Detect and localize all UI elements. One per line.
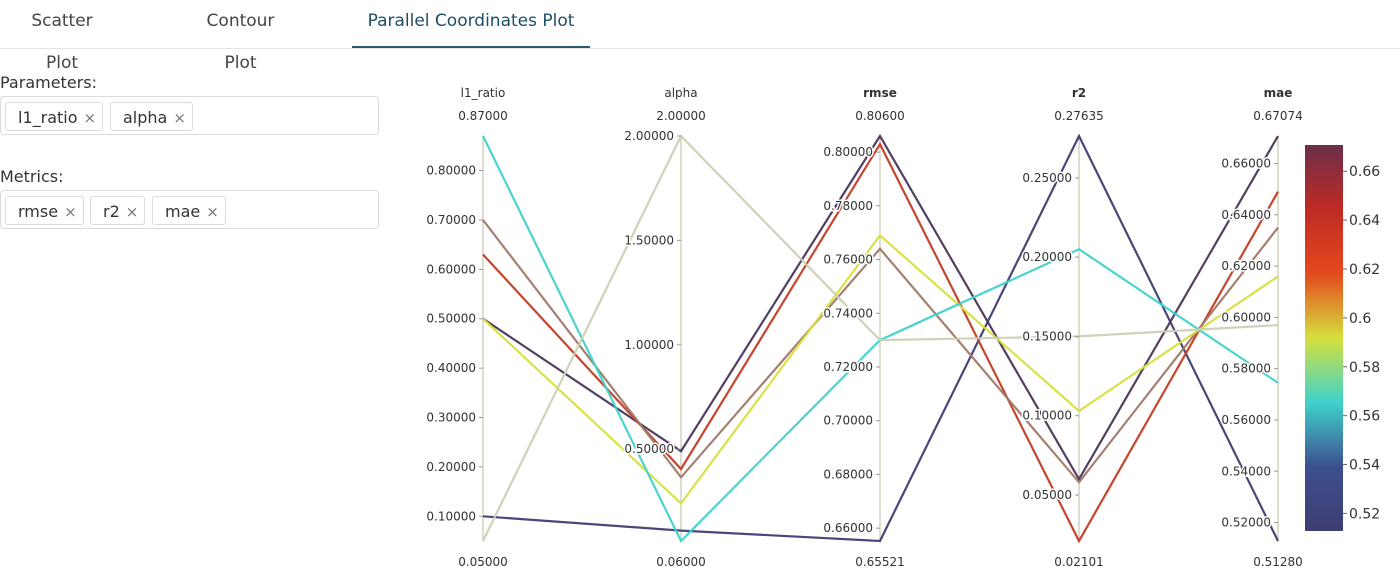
tick-label: 0.70000 (823, 414, 873, 428)
axis-max-label: 0.80600 (855, 109, 905, 123)
tick-label: 0.05000 (1022, 488, 1072, 502)
chip-r2: r2 × (90, 196, 146, 225)
tick-label: 0.66000 (1221, 157, 1271, 171)
parameters-label: Parameters: (0, 73, 97, 92)
tick-label: 0.30000 (426, 411, 476, 425)
tick-label: 0.54000 (1221, 464, 1271, 478)
axis-min-label: 0.65521 (855, 555, 905, 569)
chip-label: alpha (123, 108, 168, 127)
tick-label: 0.60000 (1221, 310, 1271, 324)
tick-label: 0.20000 (426, 460, 476, 474)
axis-min-label: 0.05000 (458, 555, 508, 569)
tick-label: 0.66000 (823, 521, 873, 535)
axis-max-label: 0.67074 (1253, 109, 1303, 123)
chip-label: r2 (103, 202, 120, 221)
remove-alpha-icon[interactable]: × (173, 109, 186, 127)
colorbar-tick-label: 0.52 (1349, 506, 1380, 522)
axis-min-label: 0.02101 (1054, 555, 1104, 569)
remove-rmse-icon[interactable]: × (64, 203, 77, 221)
tick-label: 1.00000 (624, 338, 674, 352)
chip-label: l1_ratio (18, 108, 78, 127)
tick-label: 0.76000 (823, 253, 873, 267)
tick-label: 0.56000 (1221, 413, 1271, 427)
remove-l1-ratio-icon[interactable]: × (83, 109, 97, 127)
axis-max-label: 0.87000 (458, 109, 508, 123)
chip-mae: mae × (152, 196, 226, 225)
chip-rmse: rmse × (5, 196, 84, 225)
colorbar-tick-label: 0.64 (1349, 213, 1380, 229)
series-line-5[interactable] (482, 233, 1279, 506)
tab-scatter-plot[interactable]: Scatter Plot (31, 11, 93, 73)
series-line-3[interactable] (482, 141, 1279, 544)
axis-title-rmse: rmse (863, 86, 897, 100)
tick-label: 2.00000 (624, 129, 674, 143)
tick-label: 0.78000 (823, 199, 873, 213)
remove-r2-icon[interactable]: × (125, 203, 139, 221)
colorbar-tick-label: 0.56 (1349, 409, 1380, 425)
tick-label: 0.10000 (1022, 409, 1072, 423)
colorbar (1305, 145, 1343, 531)
series-line-4[interactable] (482, 219, 1279, 485)
chip-label: mae (165, 202, 201, 221)
tick-label: 0.52000 (1221, 516, 1271, 530)
tick-label: 0.60000 (426, 262, 476, 276)
tab-parallel-coordinates-plot[interactable]: Parallel Coordinates Plot (352, 0, 590, 48)
tick-label: 0.74000 (823, 306, 873, 320)
series-line-7[interactable] (482, 134, 1279, 542)
chip-alpha: alpha × (110, 102, 193, 131)
axis-title-r2: r2 (1072, 86, 1086, 100)
tick-label: 0.62000 (1221, 259, 1271, 273)
axis-min-label: 0.51280 (1253, 555, 1303, 569)
axis-title-mae: mae (1264, 86, 1293, 100)
axis-min-label: 0.06000 (656, 555, 706, 569)
tab-bar: Scatter Plot Contour Plot Parallel Coord… (0, 0, 1400, 73)
colorbar-tick-label: 0.54 (1349, 458, 1380, 474)
metrics-label: Metrics: (0, 167, 64, 186)
tick-label: 0.72000 (823, 360, 873, 374)
chip-label: rmse (18, 202, 59, 221)
axis-title-l1_ratio: l1_ratio (461, 86, 506, 100)
tick-label: 0.70000 (426, 213, 476, 227)
tick-label: 0.80000 (823, 145, 873, 159)
tick-label: 0.15000 (1022, 329, 1072, 343)
axis-max-label: 2.00000 (656, 109, 706, 123)
series-line-1[interactable] (482, 133, 1279, 543)
colorbar-tick-label: 0.6 (1349, 311, 1371, 327)
tick-label: 0.50000 (624, 442, 674, 456)
tick-label: 0.20000 (1022, 250, 1072, 264)
tick-label: 0.40000 (426, 361, 476, 375)
tick-label: 0.64000 (1221, 208, 1271, 222)
colorbar-tick-label: 0.66 (1349, 164, 1380, 180)
tick-label: 0.10000 (426, 509, 476, 523)
tick-label: 0.50000 (426, 312, 476, 326)
parameters-select[interactable]: l1_ratio × alpha × (0, 96, 379, 135)
axis-title-alpha: alpha (664, 86, 697, 100)
chip-l1-ratio: l1_ratio × (5, 102, 104, 131)
tick-label: 0.80000 (426, 164, 476, 178)
tick-label: 1.50000 (624, 233, 674, 247)
metrics-select[interactable]: rmse × r2 × mae × (0, 190, 379, 229)
tick-label: 0.68000 (823, 467, 873, 481)
remove-mae-icon[interactable]: × (206, 203, 219, 221)
tab-contour-plot[interactable]: Contour Plot (206, 11, 275, 73)
colorbar-tick-label: 0.58 (1349, 360, 1380, 376)
tick-label: 0.25000 (1022, 171, 1072, 185)
axis-max-label: 0.27635 (1054, 109, 1104, 123)
colorbar-tick-label: 0.62 (1349, 262, 1380, 278)
tick-label: 0.58000 (1221, 362, 1271, 376)
